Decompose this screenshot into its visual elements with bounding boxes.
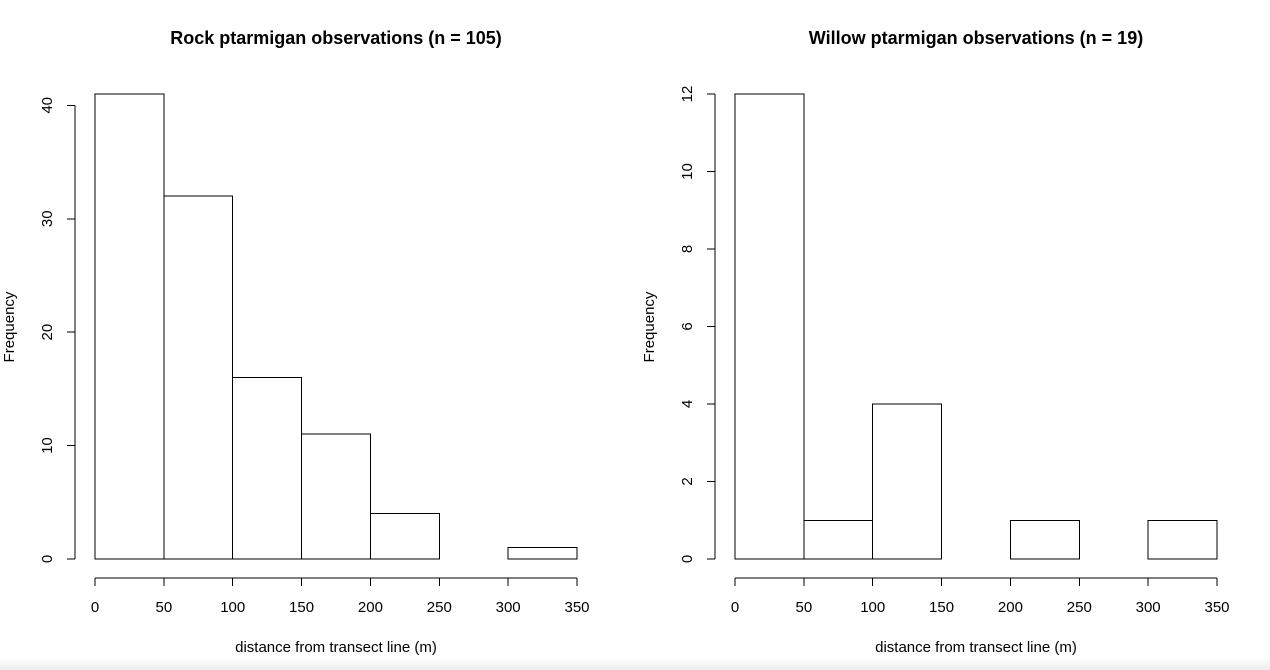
willow-ptarmigan-y-axis: 0 2 4 6 8 10 12	[679, 86, 716, 563]
bottom-shade	[0, 658, 1270, 670]
willow-ptarmigan-x-axis: 0 50 100 150 200 250 300 350	[731, 577, 1230, 616]
rock-ptarmigan-x-axis: 0 50 100 150 200 250 300 350	[91, 577, 590, 616]
rock-ptarmigan-y-axis: 0 10 20 30 40	[39, 97, 76, 563]
willow-ptarmigan-y-tick-label-6: 12	[679, 86, 696, 103]
willow-ptarmigan-x-tick-label-3: 150	[929, 599, 954, 616]
rock-ptarmigan-bar-2	[232, 377, 303, 560]
rock-ptarmigan-x-tick-label-2: 100	[220, 599, 245, 616]
willow-ptarmigan-bar-0	[734, 93, 805, 560]
rock-ptarmigan-histogram: Rock ptarmigan observations (n = 105) di…	[1, 28, 590, 656]
willow-ptarmigan-y-tick-label-1: 2	[679, 477, 696, 485]
willow-ptarmigan-x-tick-label-6: 300	[1136, 599, 1161, 616]
rock-ptarmigan-bar-6	[507, 547, 578, 560]
willow-ptarmigan-y-tick-label-3: 6	[679, 322, 696, 330]
rock-ptarmigan-bar-3	[301, 433, 371, 560]
rock-ptarmigan-y-axis-label: Frequency	[1, 291, 18, 362]
willow-ptarmigan-y-tick-label-2: 4	[679, 400, 696, 408]
willow-ptarmigan-y-axis-label: Frequency	[641, 291, 658, 362]
willow-ptarmigan-bar-1	[803, 519, 874, 560]
willow-ptarmigan-x-tick-label-4: 200	[998, 599, 1023, 616]
willow-ptarmigan-x-axis-label: distance from transect line (m)	[875, 639, 1077, 656]
rock-ptarmigan-x-tick-label-3: 150	[289, 599, 314, 616]
willow-ptarmigan-title: Willow ptarmigan observations (n = 19)	[809, 28, 1143, 48]
rock-ptarmigan-y-tick-label-1: 10	[39, 437, 56, 454]
rock-ptarmigan-x-tick-label-6: 300	[496, 599, 521, 616]
willow-ptarmigan-x-tick-label-5: 250	[1067, 599, 1092, 616]
willow-ptarmigan-x-tick-label-2: 100	[860, 599, 885, 616]
willow-ptarmigan-y-tick-label-0: 0	[679, 555, 696, 563]
willow-ptarmigan-x-tick-label-7: 350	[1204, 599, 1229, 616]
rock-ptarmigan-bar-1	[163, 195, 234, 560]
willow-ptarmigan-bar-6	[1147, 519, 1218, 560]
willow-ptarmigan-bar-4	[1009, 519, 1080, 560]
rock-ptarmigan-x-tick-label-0: 0	[91, 599, 99, 616]
rock-ptarmigan-x-tick-label-1: 50	[156, 599, 173, 616]
rock-ptarmigan-y-tick-label-2: 20	[39, 324, 56, 341]
willow-ptarmigan-y-tick-label-5: 10	[679, 163, 696, 180]
rock-ptarmigan-title: Rock ptarmigan observations (n = 105)	[170, 28, 502, 48]
rock-ptarmigan-x-axis-label: distance from transect line (m)	[235, 639, 437, 656]
rock-ptarmigan-bar-4	[369, 513, 440, 560]
rock-ptarmigan-bar-0	[94, 93, 165, 560]
rock-ptarmigan-y-tick-label-4: 40	[39, 97, 56, 114]
willow-ptarmigan-bar-2	[872, 403, 943, 560]
rock-ptarmigan-x-tick-label-7: 350	[564, 599, 589, 616]
willow-ptarmigan-bars	[734, 93, 1218, 560]
rock-ptarmigan-y-tick-label-0: 0	[39, 555, 56, 563]
willow-ptarmigan-x-tick-label-0: 0	[731, 599, 739, 616]
willow-ptarmigan-x-tick-label-1: 50	[796, 599, 813, 616]
willow-ptarmigan-y-tick-label-4: 8	[679, 245, 696, 253]
rock-ptarmigan-x-tick-label-4: 200	[358, 599, 383, 616]
rock-ptarmigan-y-tick-label-3: 30	[39, 210, 56, 227]
rock-ptarmigan-x-tick-label-5: 250	[427, 599, 452, 616]
rock-ptarmigan-bars	[94, 93, 578, 560]
willow-ptarmigan-histogram: Willow ptarmigan observations (n = 19) d…	[641, 28, 1230, 656]
